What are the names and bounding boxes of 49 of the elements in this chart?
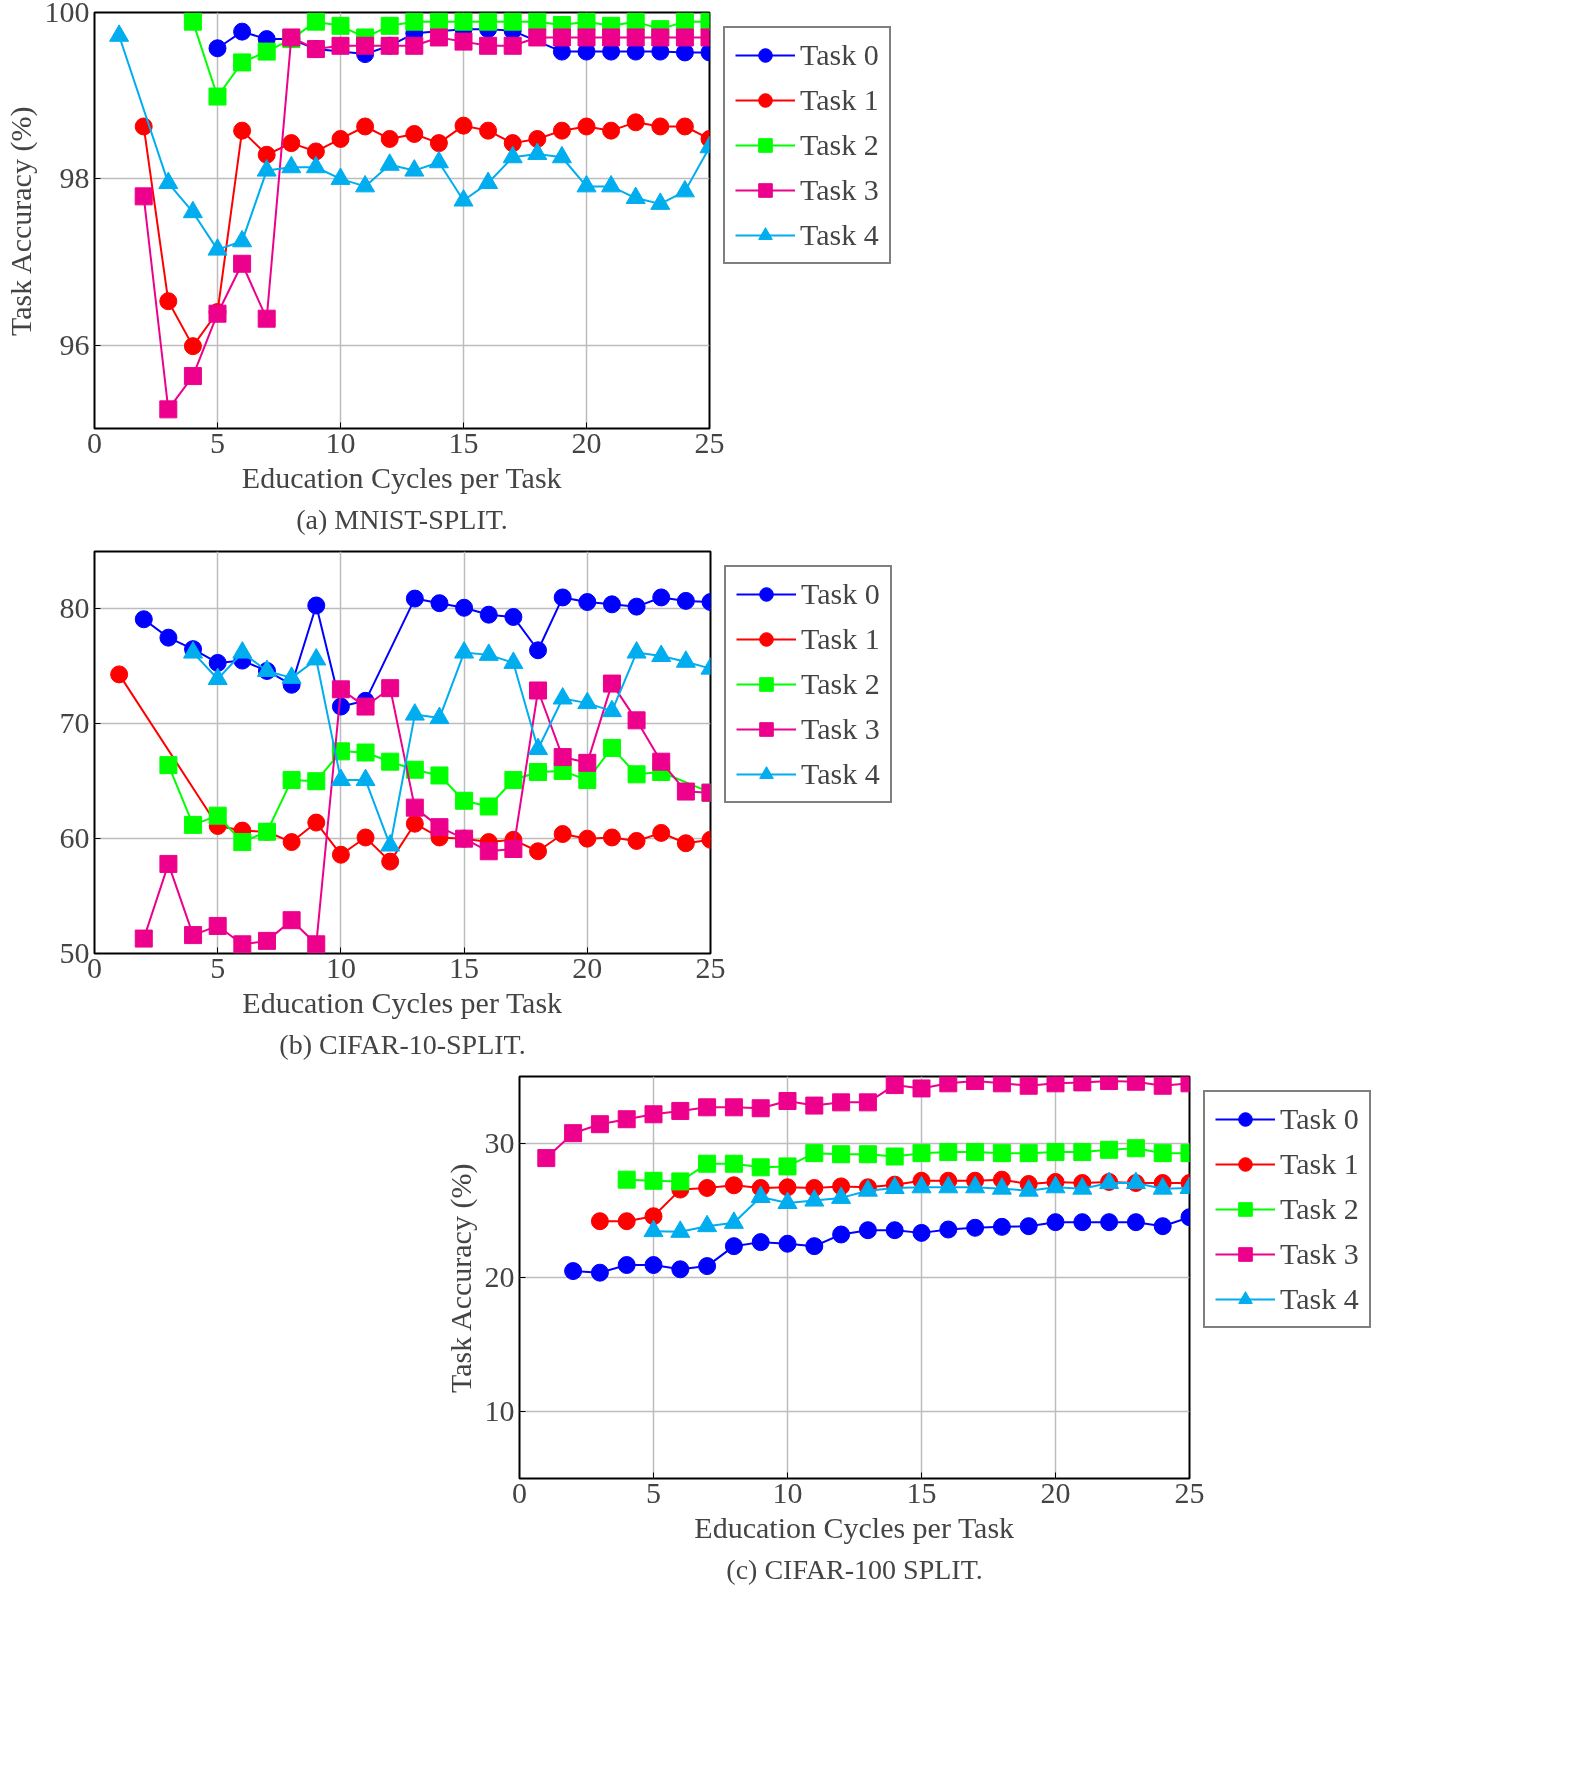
legend-label: Task 0	[801, 577, 880, 611]
x-tick-label: 20	[1040, 1475, 1071, 1509]
x-tick-label: 25	[695, 950, 726, 984]
legend-label: Task 4	[800, 218, 879, 252]
x-tick-label: 20	[571, 425, 602, 459]
y-tick-label: 10	[484, 1394, 515, 1427]
x-tick-label: 25	[694, 425, 725, 459]
y-tick-label: 96	[59, 327, 90, 361]
legend-label: Task 0	[1280, 1102, 1359, 1136]
y-tick-label: 20	[484, 1260, 515, 1293]
y-tick-label: 98	[59, 161, 90, 195]
x-tick-label: 15	[448, 425, 479, 459]
x-tick-label: 10	[772, 1475, 803, 1509]
x-tick-label: 15	[449, 950, 480, 984]
legend-label: Task 2	[1280, 1192, 1359, 1226]
y-tick-label: 60	[59, 821, 90, 855]
text: (b) CIFAR-10-SPLIT.	[279, 1028, 526, 1060]
x-tick-label: 20	[572, 950, 603, 984]
legend-label: Task 4	[1280, 1282, 1359, 1316]
y-axis-title: Task Accuracy (%)	[443, 1163, 478, 1394]
legend-label: Task 3	[800, 173, 879, 207]
x-tick-label: 0	[87, 425, 102, 459]
legend-label: Task 3	[801, 712, 880, 746]
legend-label: Task 2	[800, 128, 879, 162]
x-tick-label: 0	[512, 1475, 527, 1509]
y-tick-label: 80	[59, 591, 90, 625]
x-tick-label: 5	[210, 425, 225, 459]
y-tick-label: 30	[484, 1126, 515, 1159]
legend-label: Task 1	[800, 83, 879, 117]
legend-label: Task 3	[1280, 1237, 1359, 1271]
legend-label: Task 4	[801, 757, 880, 791]
x-tick-label: 5	[210, 950, 226, 984]
x-axis-title: Education Cycles per Task	[242, 985, 563, 1019]
x-axis-title: Education Cycles per Task	[241, 460, 562, 494]
x-tick-label: 10	[325, 425, 356, 459]
x-tick-label: 10	[325, 950, 356, 984]
x-tick-label: 5	[646, 1475, 661, 1509]
y-axis-title: Task Accuracy (%)	[3, 106, 38, 337]
x-axis-title: Education Cycles per Task	[694, 1510, 1015, 1544]
legend-label: Task 0	[800, 38, 879, 72]
y-tick-label: 70	[59, 706, 90, 740]
legend-label: Task 2	[801, 667, 880, 701]
text: (a) MNIST-SPLIT.	[296, 503, 508, 535]
y-tick-label: 100	[44, 0, 90, 28]
legend-label: Task 1	[801, 622, 880, 656]
x-tick-label: 25	[1174, 1475, 1205, 1509]
x-tick-label: 15	[906, 1475, 937, 1509]
legend-label: Task 1	[1280, 1147, 1359, 1181]
text: (c) CIFAR-100 SPLIT.	[726, 1553, 983, 1585]
